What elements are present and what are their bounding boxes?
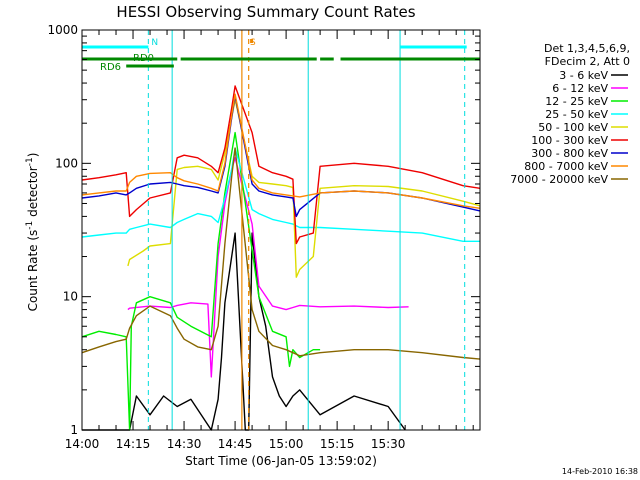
legend-label: 25 - 50 keV	[545, 108, 608, 121]
x-axis-label: Start Time (06-Jan-05 13:59:02)	[185, 454, 377, 468]
y-axis-label-close: )	[26, 153, 40, 158]
plot-area	[82, 30, 480, 430]
y-tick-label: 1	[70, 423, 78, 437]
marker-label-N: N	[151, 38, 158, 48]
state-bars-layer: RD0 RD6	[82, 53, 480, 73]
markers-layer: NS	[82, 30, 467, 430]
legend: Det 1,3,4,5,6,9, FDecim 2, Att 0 3 - 6 k…	[510, 42, 630, 186]
x-tick-label: 15:30	[371, 437, 406, 451]
x-axis-ticks: 14:00 14:15 14:30 14:45 15:00 15:15 15:30	[65, 30, 474, 451]
legend-label: 3 - 6 keV	[559, 69, 608, 82]
x-tick-label: 14:30	[167, 437, 202, 451]
legend-label: 100 - 300 keV	[531, 134, 608, 147]
x-tick-label: 14:15	[116, 437, 151, 451]
legend-label: 800 - 7000 keV	[524, 160, 608, 173]
series-line-25-50keV	[81, 147, 480, 243]
series-line-800-7000keV	[81, 93, 481, 209]
state-label-rd0: RD0	[133, 53, 154, 64]
legend-header-line-2: FDecim 2, Att 0	[545, 55, 630, 68]
state-label-rd6: RD6	[100, 62, 121, 73]
y-tick-label: 10	[63, 290, 78, 304]
chart-title: HESSI Observing Summary Count Rates	[116, 3, 415, 21]
series-line-50-100keV	[127, 98, 481, 278]
timestamp: 14-Feb-2010 16:38	[562, 467, 638, 476]
y-tick-label: 1000	[47, 23, 78, 37]
y-axis-label-main: Count Rate (s	[26, 230, 40, 312]
legend-header-line-1: Det 1,3,4,5,6,9,	[544, 42, 630, 55]
legend-label: 6 - 12 keV	[552, 82, 608, 95]
y-tick-label: 100	[55, 156, 78, 170]
legend-label: 300 - 800 keV	[531, 147, 608, 160]
x-tick-label: 14:45	[218, 437, 253, 451]
y-axis-label-sup2: -1	[25, 157, 35, 166]
saa-marker-box	[250, 39, 254, 43]
legend-label: 50 - 100 keV	[538, 121, 608, 134]
series-layer	[81, 85, 481, 431]
series-line-12-25keV	[81, 131, 321, 431]
series-line-7000-20000keV	[81, 147, 481, 360]
y-axis-ticks: 1 10 100 1000	[47, 23, 480, 437]
x-tick-label: 15:00	[269, 437, 304, 451]
series-line-100-300keV	[81, 85, 481, 245]
x-tick-label: 15:15	[320, 437, 355, 451]
y-axis-label: Count Rate (s-1 detector-1)	[25, 153, 40, 312]
legend-label: 7000 - 20000 keV	[510, 173, 608, 186]
plot-frame	[81, 29, 481, 431]
y-axis-label-sup1: -1	[25, 221, 35, 230]
legend-label: 12 - 25 keV	[545, 95, 608, 108]
x-tick-label: 14:00	[65, 437, 100, 451]
y-axis-label-tail: detector	[26, 166, 40, 221]
